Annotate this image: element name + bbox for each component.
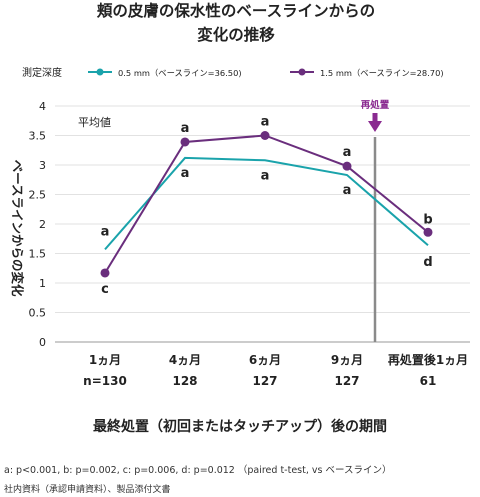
y-tick-label: 0.5: [29, 307, 47, 320]
mean-annotation: 平均値: [78, 116, 111, 129]
x-tick-n-label: 61: [420, 374, 437, 388]
x-tick-label: 6ヵ月: [249, 353, 281, 367]
x-tick-n-label: 127: [334, 374, 359, 388]
series-line-0: [104, 156, 429, 251]
y-tick-label: 1.5: [29, 248, 47, 261]
series-layer: a a a a d c a a a b: [100, 115, 433, 297]
data-label: a: [261, 115, 270, 130]
x-tick-label: 1ヵ月: [89, 353, 121, 367]
data-label: b: [423, 212, 432, 227]
data-point: [180, 137, 190, 147]
legend-label-1-5mm: 1.5 mm（ベースライン=28.70): [320, 68, 444, 78]
x-tick-n-label: n=130: [83, 374, 127, 388]
data-point: [423, 227, 433, 237]
stats-footnote: a: p<0.001, b: p=0.002, c: p=0.006, d: p…: [4, 465, 392, 476]
y-tick-label: 0: [39, 336, 46, 349]
data-point: [260, 131, 270, 140]
data-label: a: [343, 145, 352, 160]
x-axis-label: 最終処置（初回またはタッチアップ）後の期間: [93, 418, 387, 435]
y-tick-label: 1: [39, 277, 46, 290]
data-label: c: [101, 282, 109, 297]
legend-marker-0-5mm: [96, 68, 104, 76]
y-axis-label: ベースラインからの変化: [10, 160, 25, 297]
retreatment-arrow-head: [368, 121, 382, 132]
y-tick-label: 4: [39, 100, 46, 113]
x-tick-n-label: 127: [252, 374, 277, 388]
chart: 頬の皮膚の保水性のベースラインからの 変化の推移 測定深度 0.5 mm（ベース…: [10, 1, 470, 435]
retreatment-arrow-icon: [368, 113, 382, 132]
legend: 測定深度 0.5 mm（ベースライン=36.50) 1.5 mm（ベースライン=…: [22, 66, 444, 79]
y-tick-label: 3.5: [29, 130, 47, 143]
retreatment-label: 再処置: [361, 99, 390, 111]
x-tick-n-label: 128: [172, 374, 197, 388]
data-label: a: [101, 224, 110, 239]
data-point: [342, 161, 352, 171]
x-axis-categories: 1ヵ月 n=130 4ヵ月 128 6ヵ月 127 9ヵ月 127 再処置後1ヵ月 61: [83, 352, 468, 388]
data-label: a: [181, 166, 190, 181]
chart-title-line-2: 変化の推移: [197, 25, 275, 44]
data-label: a: [343, 183, 352, 198]
legend-marker-1-5mm: [298, 68, 306, 76]
legend-label-0-5mm: 0.5 mm（ベースライン=36.50): [118, 68, 242, 78]
data-label: a: [261, 168, 270, 183]
data-label: d: [423, 255, 432, 270]
y-axis-ticks: 0 0.5 1 1.5 2 2.5 3 3.5 4: [29, 100, 47, 349]
legend-title: 測定深度: [22, 66, 62, 79]
retreatment-arrow-shaft: [372, 113, 378, 122]
source-footnote: 社内資料（承認申請資料）、製品添付文書: [4, 485, 171, 495]
data-point: [100, 268, 110, 278]
y-tick-label: 3: [39, 159, 46, 172]
chart-title-line-1: 頬の皮膚の保水性のベースラインからの: [97, 1, 375, 20]
y-tick-label: 2.5: [29, 189, 47, 202]
gridlines: [55, 105, 470, 343]
data-label: a: [181, 121, 190, 136]
x-tick-label: 4ヵ月: [169, 353, 201, 367]
y-tick-label: 2: [39, 218, 46, 231]
x-tick-label: 9ヵ月: [331, 353, 363, 367]
x-tick-label: 再処置後1ヵ月: [388, 352, 468, 367]
